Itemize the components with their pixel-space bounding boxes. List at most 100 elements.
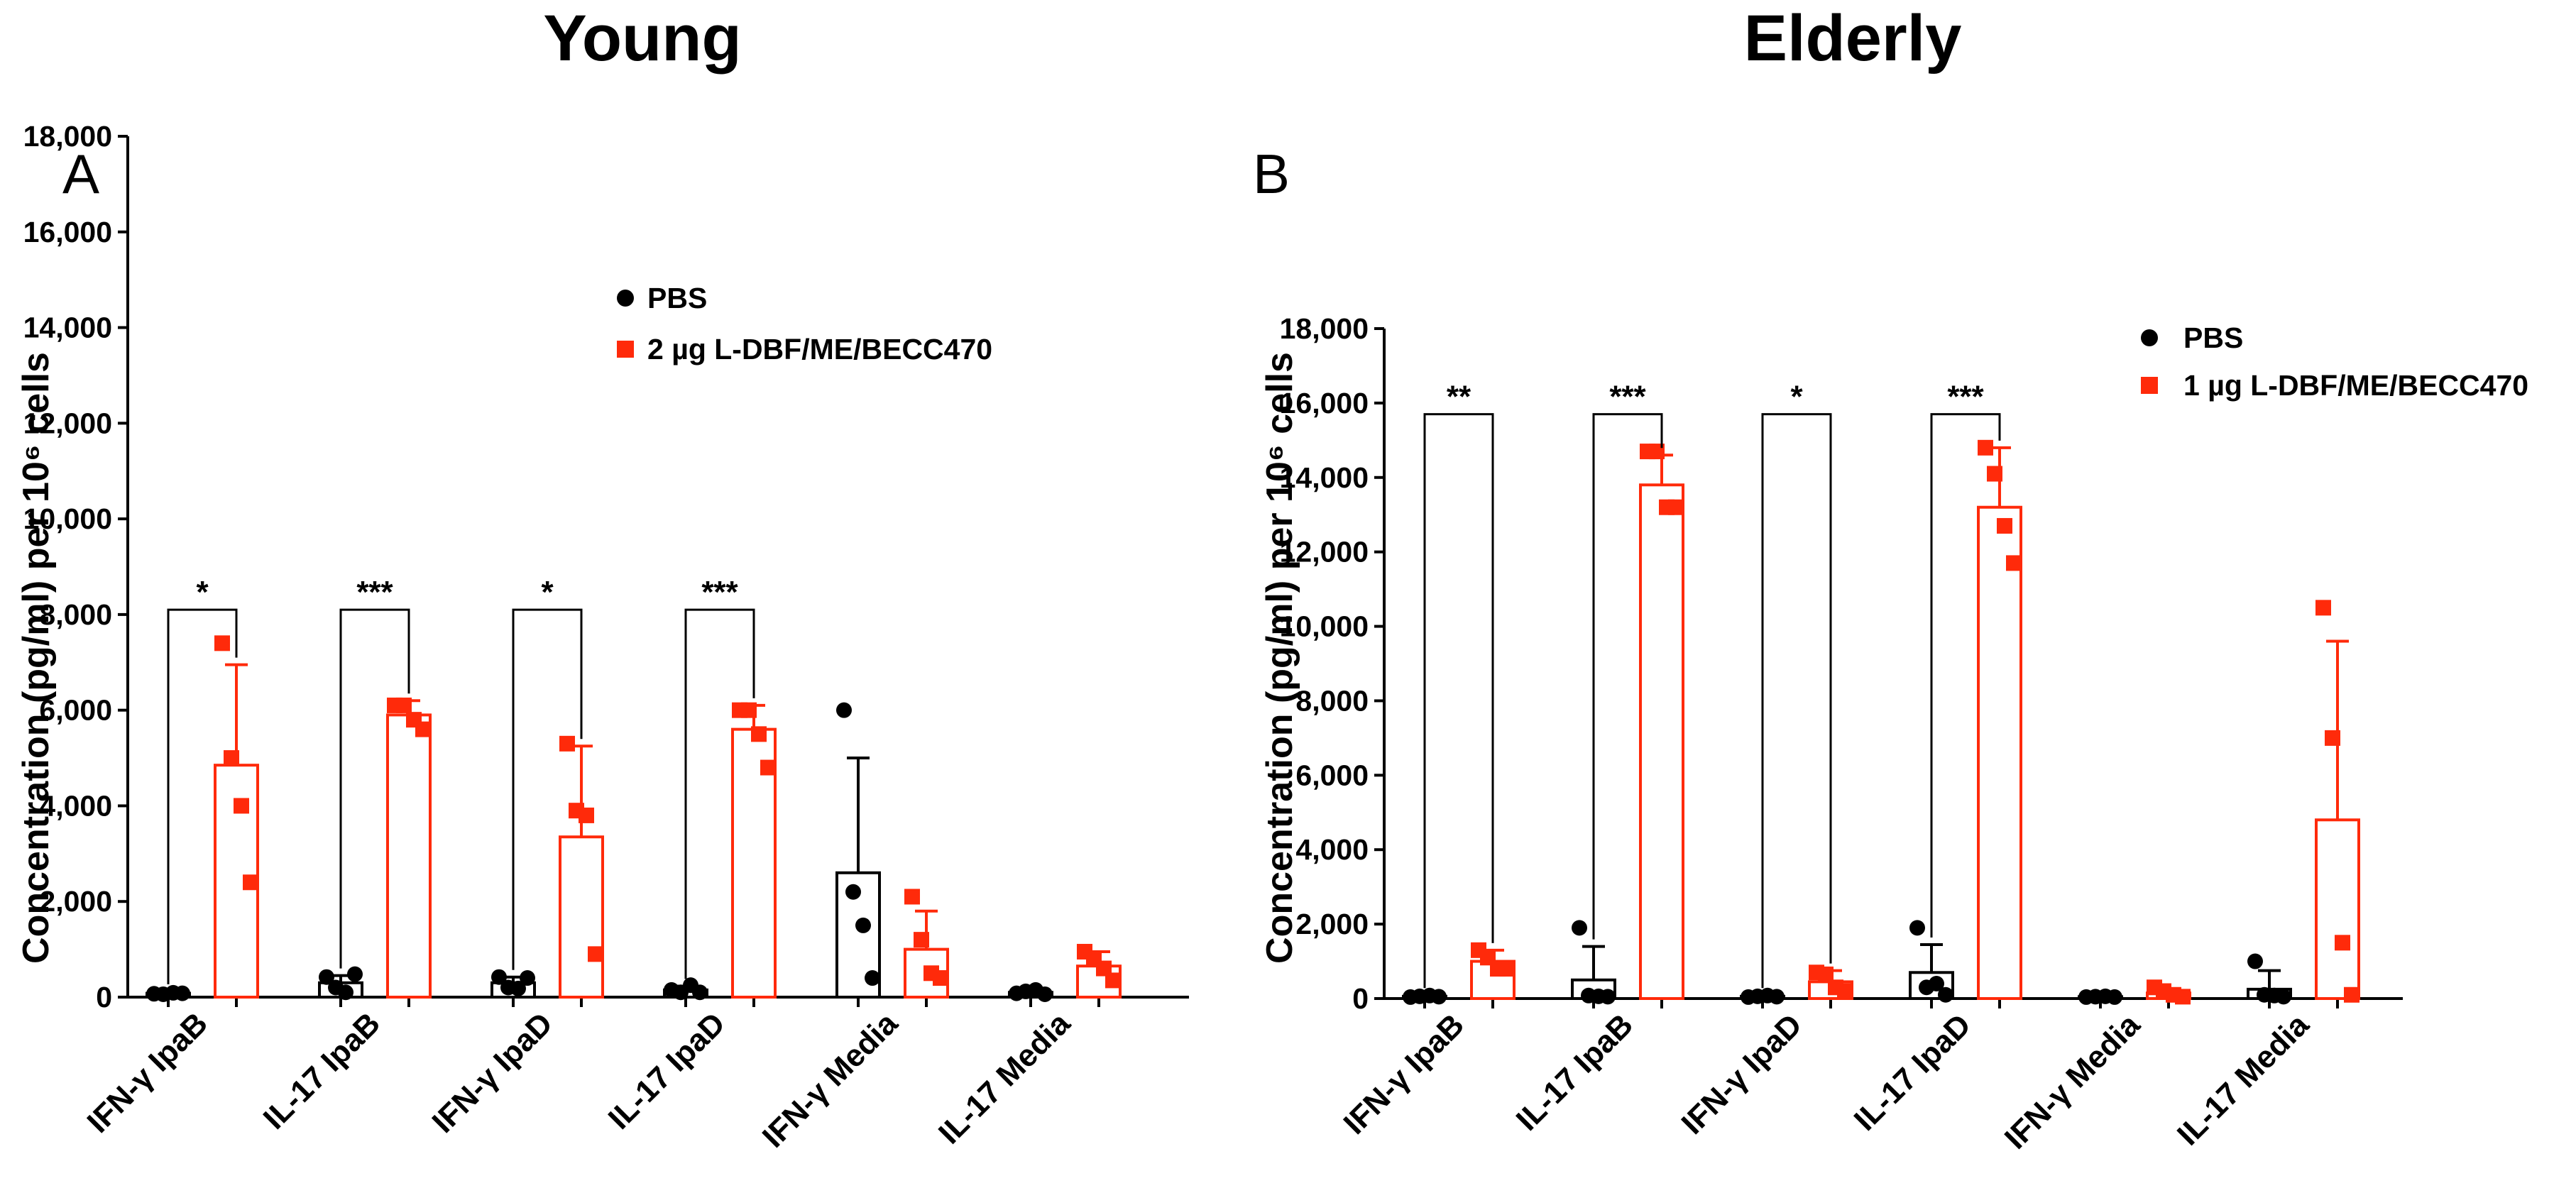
significance-label: * <box>196 575 209 610</box>
y-tick-label: 8,000 <box>1295 684 1369 717</box>
significance-label: *** <box>701 575 738 610</box>
data-point <box>2006 555 2022 571</box>
y-tick-label: 18,000 <box>1280 312 1369 345</box>
data-point <box>1938 986 1953 1003</box>
significance-label: * <box>541 575 554 610</box>
data-point <box>2107 989 2122 1005</box>
significance-bracket <box>1930 413 2001 938</box>
data-point <box>1037 986 1053 1002</box>
legend: PBS 1 µg L-DBF/ME/BECC470 <box>2141 321 2528 402</box>
significance-label: ** <box>1447 380 1471 414</box>
data-point <box>836 702 852 718</box>
significance-label: *** <box>1947 380 1984 414</box>
y-axis-label: Concentration (pg/ml) per 10⁶ cells <box>1259 352 1300 964</box>
y-tick-label: 6,000 <box>39 694 112 727</box>
legend: PBS 2 µg L-DBF/ME/BECC470 <box>617 282 992 365</box>
significance-bracket <box>1761 413 1832 989</box>
significance-bracket <box>1592 413 1663 940</box>
data-point <box>1929 976 1944 992</box>
data-point <box>579 807 594 823</box>
data-point <box>559 735 575 752</box>
significance-label: * <box>1790 380 1803 414</box>
legend-label-pbs: PBS <box>2183 321 2243 354</box>
data-point <box>904 889 920 905</box>
data-point <box>319 969 334 985</box>
y-tick-label: 2,000 <box>1295 908 1369 940</box>
data-point <box>2247 953 2263 969</box>
data-point <box>2344 986 2359 1003</box>
data-point <box>396 697 412 713</box>
significance-label: *** <box>356 575 393 610</box>
data-point <box>588 946 603 962</box>
data-point <box>491 969 507 985</box>
panel-title: Young <box>543 2 741 75</box>
significance-bracket <box>512 608 583 970</box>
data-point <box>760 759 776 776</box>
data-point <box>510 980 526 996</box>
data-point <box>1096 960 1112 977</box>
y-tick-label: 0 <box>1352 982 1369 1015</box>
data-point <box>2335 935 2350 951</box>
data-point <box>1997 517 2012 534</box>
data-point <box>1431 989 1447 1005</box>
y-tick-label: 12,000 <box>23 407 112 439</box>
data-point <box>2175 989 2191 1005</box>
data-point <box>1909 920 1925 936</box>
data-point <box>1769 989 1785 1005</box>
data-point <box>1978 439 1993 456</box>
data-point <box>1600 989 1616 1005</box>
y-tick-label: 16,000 <box>23 216 112 248</box>
legend-marker-treatment <box>617 341 634 358</box>
data-point <box>1837 983 1853 999</box>
y-tick-label: 14,000 <box>23 312 112 344</box>
panel-label: A <box>62 143 99 205</box>
significance-bracket <box>339 608 410 969</box>
y-axis-label: Concentration (pg/ml) per 10⁶ cells <box>16 352 57 964</box>
significance-label: *** <box>1609 380 1646 414</box>
data-point <box>1105 972 1121 989</box>
data-point <box>338 984 353 1001</box>
y-tick-label: 16,000 <box>1280 387 1369 419</box>
y-tick-label: 0 <box>96 981 112 1013</box>
data-point <box>741 702 757 718</box>
data-point <box>1499 961 1515 977</box>
data-point <box>415 721 431 737</box>
panel-title: Elderly <box>1744 2 1962 75</box>
significance-bracket <box>684 608 755 979</box>
legend-label-treatment: 2 µg L-DBF/ME/BECC470 <box>647 333 992 365</box>
data-point <box>2276 989 2291 1005</box>
legend-marker-pbs <box>2141 329 2158 346</box>
legend-marker-treatment <box>2141 377 2158 394</box>
data-point <box>692 984 708 1001</box>
data-point <box>855 917 871 933</box>
data-point <box>347 966 363 982</box>
y-tick-label: 8,000 <box>39 598 112 631</box>
significance-bracket <box>167 608 238 984</box>
y-tick-label: 10,000 <box>1280 610 1369 643</box>
data-point <box>520 970 535 986</box>
y-tick-label: 14,000 <box>1280 461 1369 494</box>
y-tick-label: 12,000 <box>1280 536 1369 568</box>
data-point <box>1572 920 1587 936</box>
data-point <box>751 726 767 742</box>
data-point <box>224 750 239 766</box>
data-point <box>1818 966 1834 982</box>
data-point <box>243 874 258 891</box>
y-tick-label: 4,000 <box>1295 833 1369 866</box>
y-tick-label: 2,000 <box>39 885 112 918</box>
data-point <box>933 970 948 986</box>
data-point <box>2325 730 2340 746</box>
panel-label: B <box>1253 143 1290 205</box>
y-tick-label: 4,000 <box>39 789 112 822</box>
data-point <box>2315 600 2331 616</box>
data-point <box>1987 466 2002 482</box>
significance-bracket <box>1423 413 1494 989</box>
legend-label-pbs: PBS <box>647 282 707 314</box>
data-point <box>865 970 880 986</box>
data-point <box>845 884 861 900</box>
legend-label-treatment: 1 µg L-DBF/ME/BECC470 <box>2183 369 2528 402</box>
data-point <box>214 635 230 652</box>
data-point <box>234 798 249 814</box>
data-point <box>175 985 190 1001</box>
